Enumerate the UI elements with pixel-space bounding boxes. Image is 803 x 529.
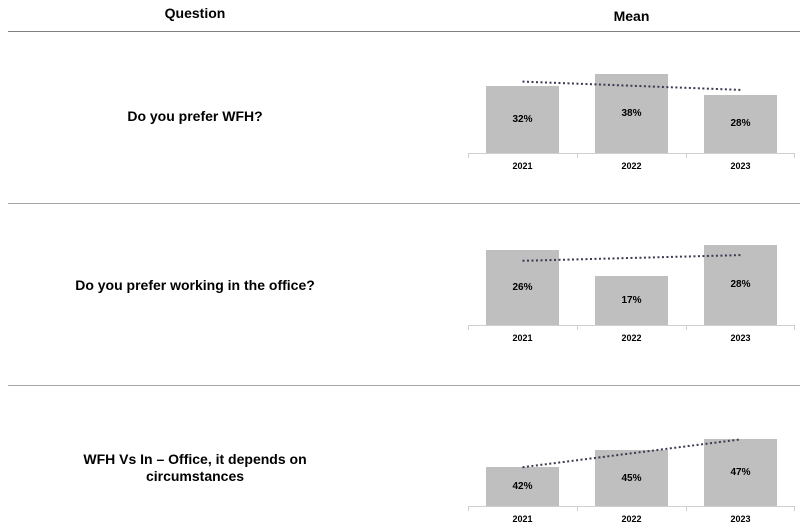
year-label-2021: 2021	[512, 333, 533, 343]
year-label-2022: 2022	[621, 333, 642, 343]
year-label-2021: 2021	[512, 161, 533, 171]
question-text-wfh: Do you prefer WFH?	[127, 108, 263, 124]
row-divider	[8, 203, 800, 204]
bar-value-label: 47%	[730, 467, 751, 479]
bar-value-label: 45%	[621, 472, 642, 484]
year-label-2022: 2022	[621, 514, 642, 524]
year-label-2023: 2023	[730, 514, 751, 524]
mini-bar-chart-depends: 42% 2021 45% 2022 47% 2023	[468, 407, 795, 527]
axis-tick	[794, 154, 795, 158]
mini-bar-chart-wfh: 32% 2021 38% 2022 28% 2023	[468, 60, 795, 174]
bar-2021: 32%	[486, 86, 559, 153]
row-divider	[8, 385, 800, 386]
bar-value-label: 28%	[730, 279, 751, 291]
year-label-2022: 2022	[621, 161, 642, 171]
axis-tick	[794, 326, 795, 330]
year-label-2021: 2021	[512, 514, 533, 524]
bar-2023: 47%	[704, 439, 777, 506]
header-divider	[8, 31, 800, 32]
axis-tick	[468, 326, 469, 330]
question-column-header: Question	[164, 5, 226, 21]
axis-tick	[577, 154, 578, 158]
axis-tick	[468, 154, 469, 158]
bar-value-label: 28%	[730, 118, 751, 130]
year-label-2023: 2023	[730, 333, 751, 343]
bar-2022: 45%	[595, 450, 668, 506]
bar-2021: 42%	[486, 467, 559, 506]
bar-value-label: 32%	[512, 114, 533, 126]
bar-2021: 26%	[486, 250, 559, 325]
axis-tick	[468, 507, 469, 511]
bar-2023: 28%	[704, 244, 777, 325]
bar-2023: 28%	[704, 94, 777, 153]
year-label-2023: 2023	[730, 161, 751, 171]
bar-2022: 17%	[595, 276, 668, 325]
question-text-office: Do you prefer working in the office?	[75, 277, 315, 293]
axis-tick	[577, 326, 578, 330]
mean-column-header: Mean	[613, 8, 650, 24]
bar-2022: 38%	[595, 73, 668, 153]
bar-value-label: 26%	[512, 282, 533, 294]
x-axis-line	[468, 325, 795, 326]
bar-value-label: 38%	[621, 107, 642, 119]
x-axis-line	[468, 506, 795, 507]
axis-tick	[577, 507, 578, 511]
mini-bar-chart-office: 26% 2021 17% 2022 28% 2023	[468, 234, 795, 346]
axis-tick	[794, 507, 795, 511]
question-text-depends: WFH Vs In – Office, it depends on circum…	[0, 451, 390, 485]
bar-value-label: 42%	[512, 481, 533, 493]
axis-tick	[686, 507, 687, 511]
bar-value-label: 17%	[621, 295, 642, 307]
axis-tick	[686, 326, 687, 330]
question-text-depends-inner: WFH Vs In – Office, it depends on circum…	[83, 451, 307, 484]
x-axis-line	[468, 153, 795, 154]
axis-tick	[686, 154, 687, 158]
